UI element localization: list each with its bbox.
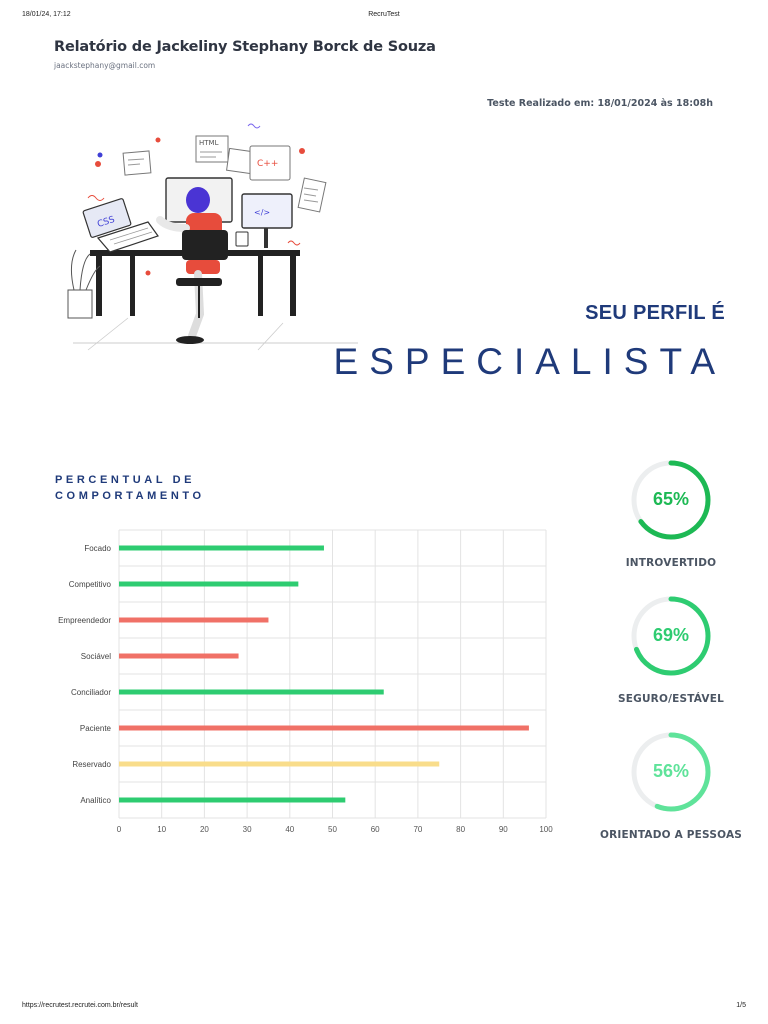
bar-conciliador (119, 689, 384, 695)
cpp-label: C++ (257, 159, 278, 169)
developer-illustration: HTML C++ CSS </> (67, 123, 358, 351)
x-tick-label: 0 (117, 825, 122, 834)
decor-dot (95, 161, 101, 167)
bar-competitivo (119, 581, 299, 587)
x-tick-label: 90 (499, 825, 508, 834)
category-label: Competitivo (69, 580, 112, 589)
gauge-ring: 69% (631, 596, 711, 676)
decor-dot (145, 270, 151, 276)
page-number: 1/5 (736, 1002, 746, 1009)
x-tick-label: 70 (413, 825, 422, 834)
x-tick-label: 30 (243, 825, 252, 834)
report-email: jaackstephany@gmail.com (54, 61, 156, 70)
desk-leg (96, 256, 102, 316)
code-papers (122, 135, 327, 213)
bar-empreendedor (119, 617, 269, 623)
category-label: Sociável (81, 652, 111, 661)
gauge-value: 69% (653, 625, 689, 645)
plant (67, 249, 101, 319)
floor-line (257, 322, 284, 351)
bar-analítico (119, 797, 346, 803)
html-label: HTML (199, 139, 219, 147)
category-label: Empreendedor (58, 616, 111, 625)
x-tick-label: 60 (371, 825, 380, 834)
decor-dot (97, 152, 103, 158)
gauge-label: ORIENTADO A PESSOAS (599, 829, 743, 841)
gauge-value: 65% (653, 489, 689, 509)
bar-reservado (119, 761, 440, 767)
gauge-label: INTROVERTIDO (625, 557, 717, 569)
x-tick-label: 80 (456, 825, 465, 834)
floor-line (87, 317, 129, 351)
print-url: https://recrutest.recrutei.com.br/result (22, 1002, 138, 1009)
category-label: Analítico (80, 796, 111, 805)
print-header: 18/01/24, 17:12 RecruTest (22, 11, 746, 23)
bar-focado (119, 545, 324, 551)
bar-chart-svg: 0 10 20 30 40 50 60 70 80 90 100 Focado Competitivo E… (58, 529, 553, 834)
gauge-ring: 56% (631, 732, 711, 812)
decor-squiggle (87, 195, 105, 201)
gauge-seguro-estavel: 69% SEGURO/ESTÁVEL (596, 591, 746, 705)
x-tick-label: 50 (328, 825, 337, 834)
desk-leg (290, 256, 296, 316)
chair-seat (176, 278, 222, 286)
category-label: Paciente (80, 724, 112, 733)
mug (235, 231, 249, 247)
decor-dot (299, 148, 305, 154)
print-footer: https://recrutest.recrutei.com.br/result… (22, 1002, 746, 1012)
category-label: Reservado (72, 760, 111, 769)
x-tick-label: 20 (200, 825, 209, 834)
code-lines (127, 151, 319, 203)
desk-leg (258, 256, 263, 316)
decor-squiggle (247, 123, 261, 129)
x-tick-label: 40 (285, 825, 294, 834)
x-tick-label: 100 (539, 825, 553, 834)
behavior-chart: 0 10 20 30 40 50 60 70 80 90 100 Focado Competitivo E… (50, 520, 560, 845)
report-title: Relatório de Jackeliny Stephany Borck de… (54, 39, 436, 55)
bar-paciente (119, 725, 529, 731)
x-tick-label: 10 (157, 825, 166, 834)
gauge-introvertido: 65% INTROVERTIDO (596, 455, 746, 569)
bar-sociável (119, 653, 239, 659)
code-symbol: </> (254, 208, 270, 217)
laptop: CSS (82, 198, 159, 253)
desk-leg (130, 256, 135, 316)
category-label: Conciliador (71, 688, 111, 697)
print-date: 18/01/24, 17:12 (22, 11, 71, 18)
print-title: RecruTest (368, 11, 400, 18)
gauge-ring: 65% (631, 460, 711, 540)
decor-squiggle (287, 240, 301, 246)
gauge-value: 56% (653, 761, 689, 781)
test-date: Teste Realizado em: 18/01/2024 às 18:08h (487, 98, 713, 109)
profile-label: SEU PERFIL É (585, 302, 725, 324)
category-label: Focado (84, 544, 111, 553)
profile-value: ESPECIALISTA (333, 341, 726, 382)
monitor-stand (264, 228, 268, 248)
decor-dot (155, 137, 161, 143)
gauge-label: SEGURO/ESTÁVEL (617, 693, 724, 705)
gauge-orientado-a-pessoas: 56% ORIENTADO A PESSOAS (596, 727, 746, 841)
section-title: PERCENTUAL DE COMPORTAMENTO (55, 474, 205, 502)
